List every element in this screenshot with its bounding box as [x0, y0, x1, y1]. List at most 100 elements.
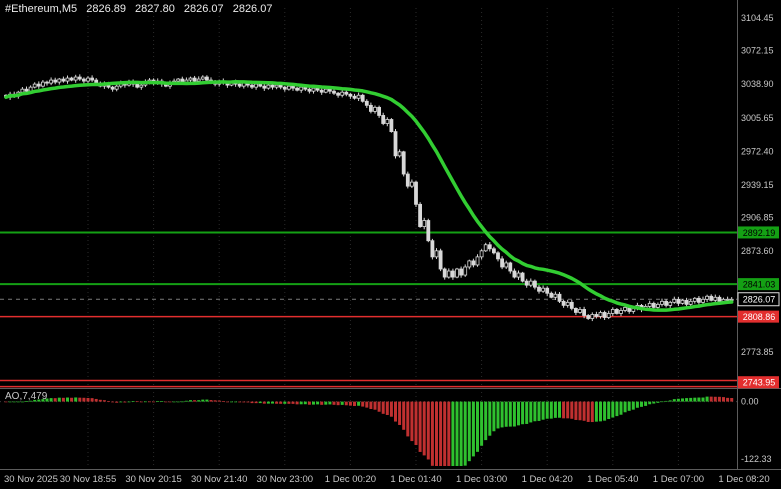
- candle-body: [139, 84, 144, 88]
- ao-bar: [381, 401, 385, 414]
- candle-body: [725, 298, 730, 301]
- time-axis-label: 1 Dec 05:40: [587, 474, 638, 485]
- ao-bar: [586, 401, 590, 422]
- ao-bar: [521, 401, 525, 425]
- candle-body: [270, 84, 275, 88]
- ao-bar: [455, 401, 459, 466]
- candle-body: [615, 309, 619, 314]
- candle-body: [90, 77, 94, 81]
- candle-body: [430, 240, 435, 258]
- ao-bar: [553, 401, 557, 418]
- ao-bar: [152, 401, 156, 403]
- time-axis-label: 30 Nov 23:00: [257, 474, 314, 485]
- ao-bar: [385, 401, 389, 415]
- candle-body: [619, 310, 623, 314]
- candle-body: [496, 252, 500, 260]
- ao-bar: [701, 397, 705, 402]
- ao-bar: [635, 401, 639, 408]
- ao-bar: [197, 400, 201, 402]
- candle-body: [237, 83, 242, 87]
- price-tick-label: 3038.90: [741, 79, 774, 89]
- ao-bar: [418, 401, 422, 452]
- candle-body: [717, 296, 722, 302]
- ao-bar: [730, 398, 734, 402]
- ao-bar: [361, 401, 365, 407]
- candle-body: [537, 286, 541, 292]
- ao-bar: [508, 401, 512, 427]
- candle-body: [188, 77, 193, 81]
- candle-body: [434, 250, 439, 258]
- candle-body: [541, 287, 545, 292]
- price-level-label-box[interactable]: [738, 278, 779, 291]
- candle-body: [610, 309, 615, 314]
- ao-bar: [652, 401, 656, 404]
- price-axis[interactable]: 3104.45 3072.15 3038.90 3005.65 2972.40 2939.…: [741, 13, 774, 464]
- candle-body: [692, 297, 697, 302]
- candle-body: [377, 106, 382, 116]
- candle-body: [286, 85, 291, 90]
- ao-bar: [668, 400, 672, 402]
- ao-bar: [541, 401, 545, 420]
- candle-body: [69, 77, 74, 81]
- candle-body: [680, 299, 685, 304]
- ao-bar: [439, 401, 443, 466]
- candle-body: [438, 250, 443, 270]
- ao-bar: [336, 401, 340, 406]
- candle-body: [409, 181, 414, 187]
- candle-body: [266, 84, 271, 89]
- candle-body: [196, 78, 201, 82]
- time-axis-label: 1 Dec 04:20: [522, 474, 573, 485]
- candle-body: [323, 88, 328, 93]
- ao-bar: [599, 401, 602, 422]
- ao-bar: [545, 401, 549, 419]
- ao-bar: [66, 397, 69, 402]
- ao-bar: [648, 401, 652, 405]
- candle-body: [422, 220, 427, 227]
- candle-body: [651, 302, 656, 308]
- ao-bar: [57, 397, 61, 402]
- candle-body: [606, 313, 611, 318]
- ao-bar: [74, 397, 78, 402]
- time-axis-label: 1 Dec 07:00: [653, 474, 704, 485]
- candle-body: [299, 86, 304, 91]
- candle-body: [180, 78, 185, 83]
- candle-body: [356, 94, 361, 99]
- candle-body: [705, 295, 709, 300]
- ao-bar: [225, 401, 229, 403]
- ao-bar: [279, 401, 283, 404]
- ao-bar: [328, 401, 332, 405]
- ao-bar: [12, 401, 16, 403]
- ao-bar: [594, 401, 598, 422]
- ao-bar: [82, 397, 86, 402]
- candle-body: [340, 91, 345, 96]
- ao-bar: [131, 401, 135, 402]
- candle-body: [598, 312, 603, 317]
- time-axis[interactable]: 30 Nov 2025 30 Nov 18:55 30 Nov 20:15 30 No…: [4, 474, 770, 485]
- ao-bar: [672, 399, 676, 402]
- ao-bar: [681, 398, 684, 402]
- candle-body: [282, 86, 287, 90]
- ao-bar: [631, 401, 635, 410]
- price-level-label-box[interactable]: [738, 226, 779, 239]
- price-tick-label: 3005.65: [741, 113, 774, 123]
- price-level-label-box[interactable]: [738, 310, 779, 323]
- ao-bar: [480, 401, 484, 446]
- candle-body: [332, 90, 336, 94]
- candle-body: [647, 302, 652, 307]
- ao-bar: [619, 401, 623, 415]
- ao-histogram: [4, 396, 734, 466]
- ao-bar: [471, 401, 475, 457]
- price-level-label-box[interactable]: [738, 376, 779, 389]
- candle-body: [348, 93, 353, 97]
- current-price-box: [737, 292, 780, 307]
- ao-bar: [172, 401, 176, 403]
- ao-bar: [148, 401, 151, 403]
- ao-bar: [611, 401, 615, 418]
- candle-body: [311, 87, 316, 92]
- ao-bar: [164, 401, 168, 403]
- ao-bar: [217, 400, 221, 402]
- ao-axis-label: 0.00: [741, 397, 759, 407]
- candle-body: [455, 268, 459, 278]
